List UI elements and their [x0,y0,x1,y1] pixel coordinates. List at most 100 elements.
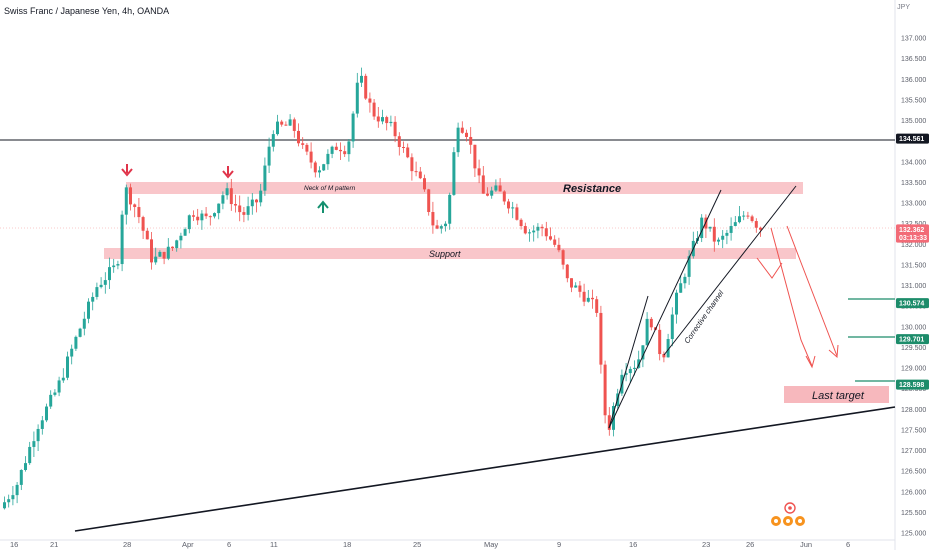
candle [221,191,225,210]
candle [427,188,431,216]
candle [70,344,74,365]
candle [624,363,628,382]
candle [263,157,267,196]
arrowhead-1 [805,355,816,369]
candle [162,251,166,265]
candle [435,219,439,230]
candle [318,166,321,178]
channel-lower-line [663,185,797,356]
candle [108,257,111,289]
date-tick-label: 11 [270,540,278,549]
candle [276,114,279,136]
resistance-zone [126,182,803,194]
down-arrow-icon [121,164,133,177]
price-tick-label: 129.000 [901,366,926,373]
channel-left-line [608,295,649,429]
candle [528,229,531,242]
price-tick-label: 135.500 [901,97,926,104]
price-tick-label: 136.000 [901,77,926,84]
candle [158,250,162,258]
candle [129,183,132,211]
price-tick-label: 132.000 [901,242,926,249]
candle [99,277,103,289]
candle [498,178,502,192]
candle [456,122,460,157]
candle [322,163,326,171]
candle [490,186,494,199]
candle [15,481,19,504]
candle [145,228,149,240]
channel-upper-line [608,189,722,429]
candle [607,407,611,436]
candle [355,72,359,118]
candle [448,192,452,230]
price-tag: 132.362 [896,224,929,235]
candle [141,215,145,239]
price-tick-label: 126.000 [901,489,926,496]
candle [309,142,313,169]
candle [200,210,204,230]
candle [351,111,355,148]
price-tag: 134.561 [896,133,929,144]
date-tick-label: 18 [343,540,351,549]
candle [204,206,208,219]
price-tick-label: 127.000 [901,448,926,455]
price-tag-label: 132.362 [899,227,924,234]
candle [393,116,397,143]
candle [347,139,351,162]
candle [708,226,712,232]
candle [166,238,170,261]
candle [502,190,506,205]
candle [725,229,729,245]
candle [595,296,599,317]
candle [45,403,48,423]
candle [691,231,695,259]
candle [82,311,86,336]
candle [225,182,229,200]
candle [124,184,128,225]
candle [32,431,36,457]
candle [376,107,380,128]
candle [570,278,573,293]
candle [284,121,288,126]
candles [3,67,762,510]
candle [150,232,153,270]
candle [465,129,468,142]
price-tick-label: 126.500 [901,469,926,476]
candle [242,206,246,223]
candle [229,178,233,211]
price-tick-label: 133.500 [901,180,926,187]
candle [187,214,191,234]
candle [49,390,53,409]
candle [553,235,557,248]
candle [658,324,662,361]
candle [208,215,212,226]
candle [40,415,44,435]
candle [729,217,733,241]
candle [733,216,737,227]
candle [280,119,284,127]
candle [754,218,758,233]
candle [519,218,523,230]
candle [532,225,536,242]
candle [74,335,78,352]
price-tag-label: 130.574 [899,301,924,308]
date-tick-label: Apr [182,540,194,549]
candle [7,494,11,508]
price-tick-label: 135.000 [901,118,926,125]
candle [297,123,300,147]
candle [183,227,187,236]
date-tick-label: 23 [702,540,710,549]
candle [679,275,683,293]
candle [28,441,32,465]
candle [683,273,687,289]
price-tag: 128.598 [896,379,929,390]
price-tag: 03:13:33 [896,232,929,243]
candle [565,264,569,283]
candle [397,132,401,156]
candle [368,92,372,113]
candle [742,211,746,221]
candle [418,167,422,180]
price-tag-label: 134.561 [899,136,924,143]
